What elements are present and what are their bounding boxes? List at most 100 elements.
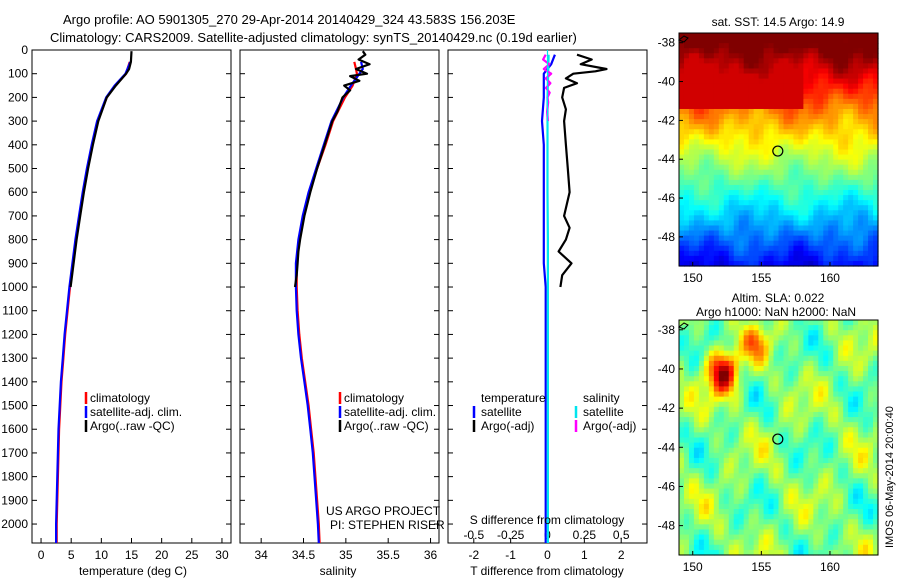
heatmap-cell: [703, 345, 710, 352]
heatmap-cell: [703, 478, 710, 485]
heatmap-cell: [703, 396, 710, 403]
heatmap-cell: [773, 38, 780, 44]
heatmap-cell: [679, 235, 685, 242]
heatmap-cell: [758, 544, 765, 551]
heatmap-cell: [753, 83, 760, 90]
heatmap-cell: [873, 432, 879, 439]
heatmap-cell: [693, 442, 700, 449]
heatmap-cell: [753, 468, 760, 474]
heatmap-cell: [758, 88, 765, 95]
heatmap-cell: [773, 437, 780, 444]
heatmap-cell: [793, 250, 799, 257]
heatmap-cell: [823, 320, 829, 326]
difference-xlabel: T difference from climatology: [470, 564, 624, 578]
heatmap-cell: [793, 58, 799, 64]
heatmap-cell: [853, 220, 859, 227]
heatmap-cell: [703, 154, 710, 161]
heatmap-cell: [853, 406, 859, 413]
heatmap-cell: [803, 452, 809, 459]
heatmap-cell: [798, 38, 804, 44]
heatmap-cell: [853, 108, 859, 115]
heatmap-cell: [683, 345, 690, 352]
heatmap-cell: [813, 88, 819, 95]
heatmap-cell: [748, 129, 755, 135]
heatmap-cell: [773, 169, 780, 176]
heatmap-cell: [713, 108, 720, 115]
heatmap-cell: [868, 371, 874, 377]
heatmap-cell: [853, 488, 859, 495]
sst-map-title: sat. SST: 14.5 Argo: 14.9: [712, 15, 845, 29]
heatmap-cell: [773, 63, 780, 70]
heatmap-cell: [863, 205, 869, 211]
heatmap-cell: [718, 529, 725, 536]
heatmap-cell: [833, 119, 839, 125]
heatmap-cell: [738, 200, 745, 206]
heatmap-cell: [763, 245, 770, 252]
heatmap-cell: [783, 134, 790, 140]
heatmap-cell: [748, 63, 755, 70]
heatmap-cell: [718, 260, 725, 267]
heatmap-cell: [858, 108, 864, 115]
heatmap-cell: [683, 164, 690, 171]
heatmap-cell: [683, 159, 690, 166]
heatmap-cell: [783, 422, 790, 428]
heatmap-cell: [693, 149, 700, 156]
heatmap-cell: [868, 78, 874, 85]
heatmap-cell: [698, 544, 705, 551]
heatmap-cell: [828, 144, 834, 151]
heatmap-cell: [813, 381, 819, 388]
heatmap-cell: [723, 457, 730, 464]
heatmap-cell: [738, 381, 745, 388]
heatmap-cell: [763, 365, 770, 372]
heatmap-cell: [868, 250, 874, 257]
heatmap-cell: [698, 184, 705, 191]
heatmap-cell: [848, 149, 854, 156]
heatmap-cell: [798, 350, 804, 357]
heatmap-cell: [743, 245, 750, 252]
heatmap-cell: [848, 539, 854, 546]
heatmap-cell: [863, 78, 869, 85]
heatmap-cell: [723, 220, 730, 227]
heatmap-cell: [698, 154, 705, 161]
heatmap-cell: [758, 391, 765, 398]
heatmap-cell: [783, 391, 790, 398]
heatmap-cell: [868, 401, 874, 408]
heatmap-cell: [788, 365, 795, 372]
heatmap-cell: [688, 437, 695, 444]
heatmap-cell: [698, 509, 705, 515]
heatmap-cell: [748, 376, 755, 382]
heatmap-cell: [788, 503, 795, 510]
heatmap-cell: [788, 524, 795, 531]
heatmap-cell: [868, 376, 874, 382]
heatmap-cell: [803, 330, 809, 336]
heatmap-cell: [738, 483, 745, 490]
heatmap-cell: [753, 215, 760, 222]
heatmap-cell: [693, 381, 700, 388]
heatmap-cell: [718, 78, 725, 85]
heatmap-cell: [698, 58, 705, 64]
heatmap-cell: [853, 483, 859, 490]
heatmap-cell: [753, 534, 760, 541]
heatmap-cell: [863, 549, 869, 556]
heatmap-cell: [803, 200, 809, 206]
heatmap-cell: [868, 381, 874, 388]
heatmap-cell: [733, 345, 740, 352]
heatmap-cell: [833, 124, 839, 130]
heatmap-cell: [763, 422, 770, 428]
heatmap-cell: [768, 452, 775, 459]
heatmap-cell: [778, 245, 785, 252]
heatmap-cell: [873, 63, 879, 70]
heatmap-cell: [858, 210, 864, 216]
heatmap-cell: [823, 250, 829, 257]
heatmap-cell: [798, 406, 804, 413]
heatmap-cell: [778, 340, 785, 347]
heatmap-cell: [738, 144, 745, 151]
heatmap-cell: [733, 83, 740, 90]
heatmap-cell: [853, 144, 859, 151]
heatmap-cell: [848, 144, 854, 151]
heatmap-cell: [863, 139, 869, 146]
heatmap-cell: [728, 154, 735, 161]
heatmap-cell: [838, 340, 844, 347]
heatmap-cell: [808, 544, 814, 551]
heatmap-cell: [778, 365, 785, 372]
